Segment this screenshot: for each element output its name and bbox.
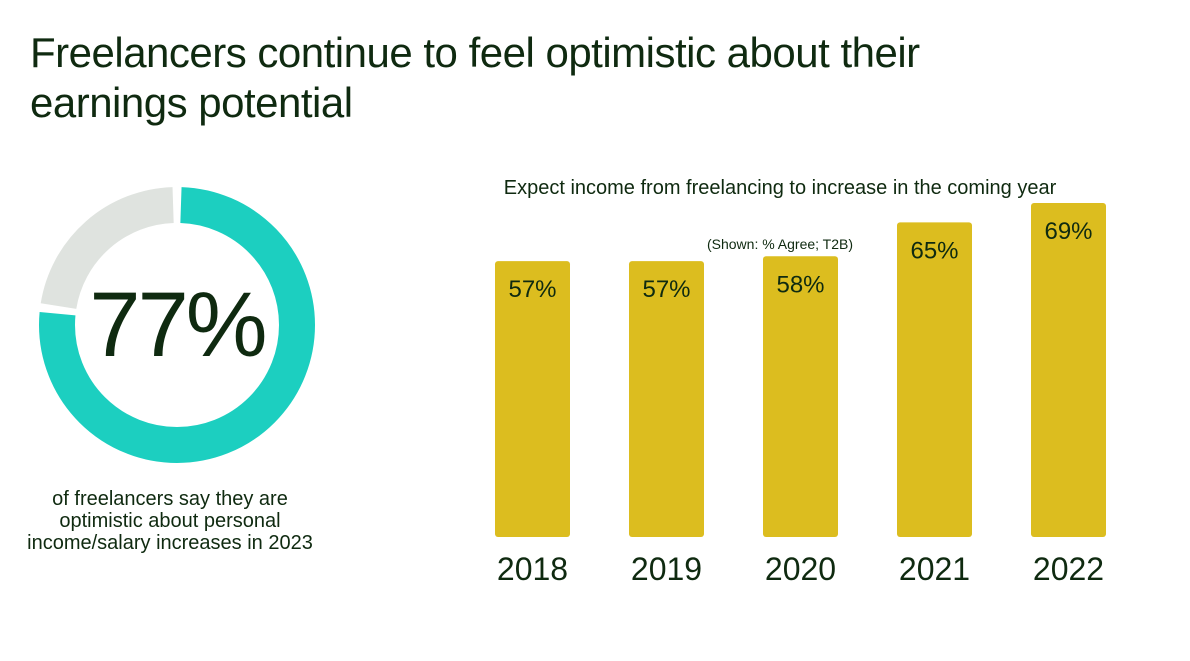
x-tick-label-2022: 2022 xyxy=(1033,551,1104,587)
bar-value-label-2020: 58% xyxy=(776,271,824,298)
x-tick-label-2018: 2018 xyxy=(497,551,568,587)
donut-value-arc xyxy=(39,187,315,463)
bar-value-label-2021: 65% xyxy=(910,237,958,264)
donut-ring xyxy=(39,187,315,463)
bar-2022 xyxy=(1031,203,1106,538)
chart-title: Expect income from freelancing to increa… xyxy=(503,177,1057,199)
optimism-donut: 77% xyxy=(32,180,322,470)
chart-subtitle: (Shown: % Agree; T2B) xyxy=(706,236,854,252)
bar-2018 xyxy=(495,261,570,537)
donut-percentage: 77% xyxy=(89,273,267,376)
x-tick-label-2020: 2020 xyxy=(765,551,836,587)
bar-2021 xyxy=(897,222,972,537)
bar-value-label-2018: 57% xyxy=(508,276,556,303)
bar-2019 xyxy=(629,261,704,537)
x-tick-label-2019: 2019 xyxy=(631,551,702,587)
donut-caption: of freelancers say they are optimistic a… xyxy=(27,488,313,554)
bar-2020 xyxy=(763,256,838,537)
bar-value-label-2022: 69% xyxy=(1044,218,1092,245)
bar-value-label-2019: 57% xyxy=(642,276,690,303)
page-title: Freelancers continue to feel optimistic … xyxy=(30,29,920,126)
x-tick-label-2021: 2021 xyxy=(899,551,970,587)
